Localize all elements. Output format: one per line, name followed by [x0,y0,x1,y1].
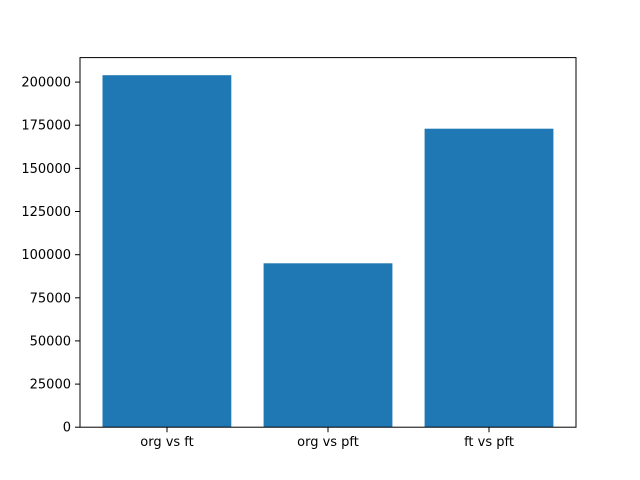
bar-0 [102,75,232,428]
y-tick-label: 125000 [21,205,71,220]
x-tick-label: org vs pft [297,435,359,450]
y-tick-label: 150000 [21,162,71,177]
y-tick-label: 75000 [30,291,71,306]
x-tick-label: ft vs pft [464,435,514,450]
y-tick-label: 0 [63,421,71,436]
y-tick-label: 175000 [21,119,71,134]
bar-1 [263,263,393,428]
y-tick-label: 25000 [30,378,71,393]
bar-2 [424,128,554,428]
y-tick-label: 200000 [21,76,71,91]
x-tick-label: org vs ft [140,435,194,450]
y-tick-label: 100000 [21,248,71,263]
y-tick-label: 50000 [30,334,71,349]
